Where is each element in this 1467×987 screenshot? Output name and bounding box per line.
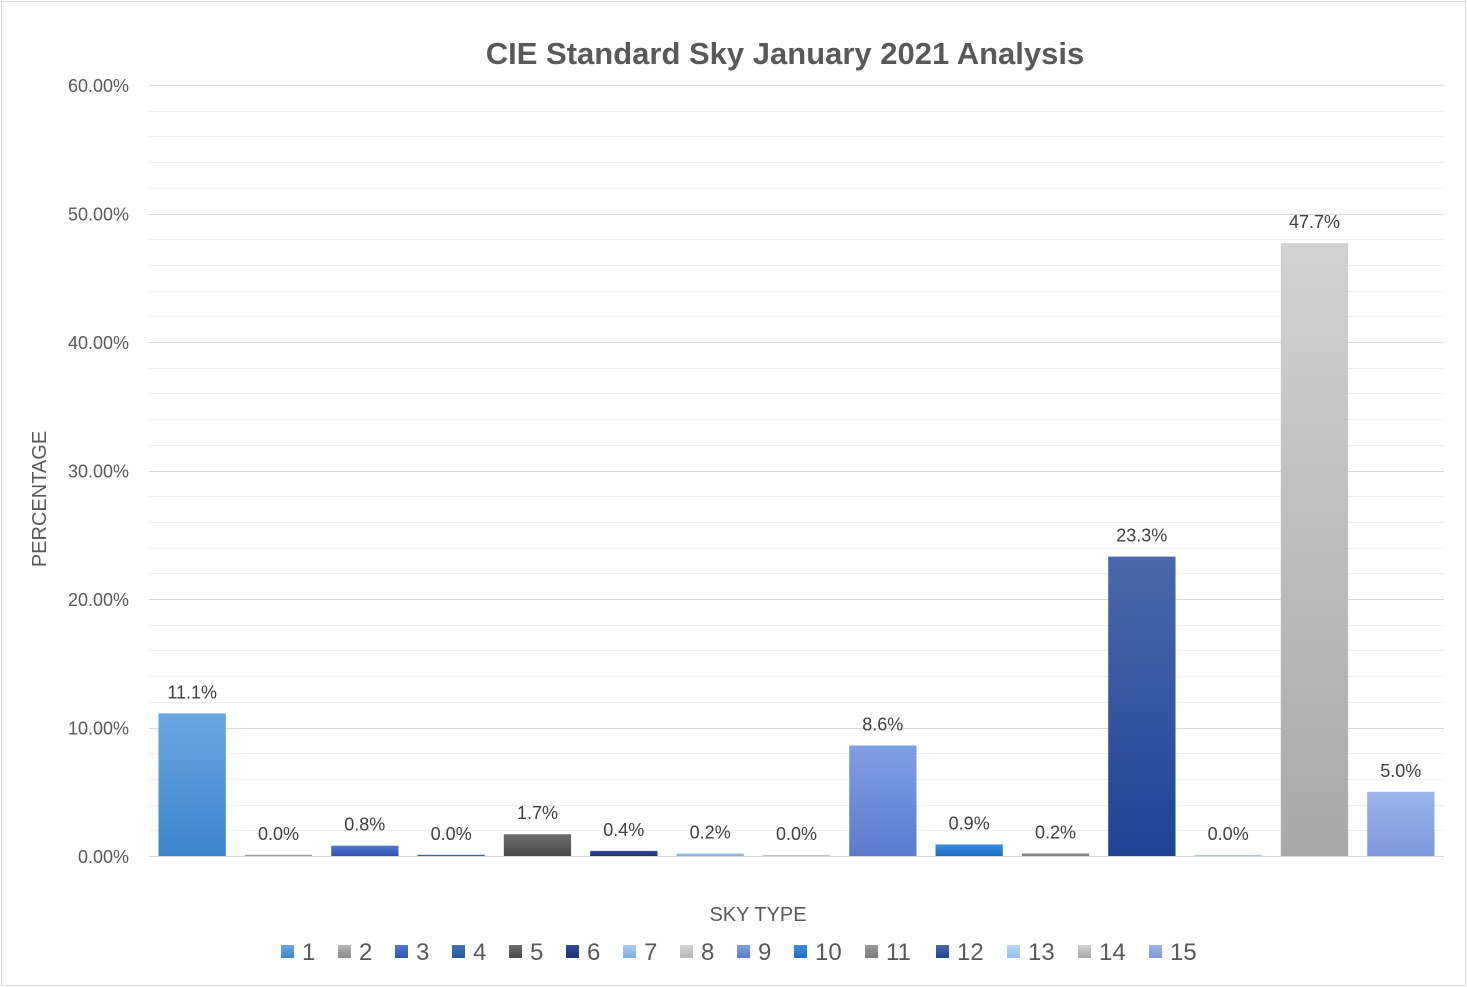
data-label: 0.0%	[776, 824, 817, 844]
y-tick-label: 20.00%	[68, 590, 129, 610]
legend-swatch	[680, 945, 693, 958]
data-label: 0.4%	[603, 820, 644, 840]
legend-label: 10	[815, 939, 842, 966]
bar-sky-type-9	[849, 745, 917, 856]
legend-item-6: 6	[566, 939, 600, 966]
legend-item-8: 8	[680, 939, 714, 966]
data-label: 8.6%	[862, 715, 903, 735]
data-label: 11.1%	[167, 682, 217, 702]
legend-item-1: 1	[281, 939, 315, 966]
legend-item-11: 11	[865, 939, 911, 966]
legend-label: 11	[886, 939, 911, 966]
legend-item-7: 7	[623, 939, 657, 966]
data-label: 5.0%	[1380, 761, 1421, 781]
bar-sky-type-5	[503, 834, 572, 856]
bar-sky-type-6	[590, 850, 658, 856]
bar-sky-type-10	[935, 844, 1003, 856]
bar-sky-type-7	[676, 853, 744, 856]
legend-label: 5	[530, 939, 543, 966]
legend-swatch	[936, 945, 949, 958]
legend-item-5: 5	[509, 939, 543, 966]
legend: 1 2 3 4 5 6 7 8 9 10 11 12 13 14 15	[281, 939, 1197, 966]
bar-sky-type-15	[1367, 791, 1435, 857]
legend-label: 14	[1099, 939, 1126, 966]
bars	[158, 243, 1435, 857]
y-tick-label: 30.00%	[68, 462, 129, 482]
legend-swatch	[737, 945, 750, 958]
y-tick-label: 10.00%	[68, 719, 129, 739]
data-label: 0.0%	[431, 824, 472, 844]
y-tick-label: 40.00%	[68, 333, 129, 353]
legend-swatch	[509, 945, 522, 958]
legend-label: 2	[359, 939, 372, 966]
legend-swatch	[566, 945, 579, 958]
legend-label: 3	[416, 939, 429, 966]
legend-swatch	[338, 945, 351, 958]
legend-item-10: 10	[794, 939, 842, 966]
legend-item-2: 2	[338, 939, 372, 966]
y-tick-label: 60.00%	[68, 76, 129, 96]
legend-swatch	[1078, 945, 1091, 958]
y-tick-label: 0.00%	[78, 847, 129, 867]
y-axis-label: PERCENTAGE	[29, 431, 51, 567]
legend-label: 6	[587, 939, 600, 966]
bar-sky-type-8	[762, 854, 831, 856]
legend-label: 13	[1028, 939, 1055, 966]
legend-label: 8	[701, 939, 714, 966]
legend-swatch	[1149, 945, 1162, 958]
bar-sky-type-14	[1280, 243, 1349, 857]
bar-sky-type-12	[1108, 556, 1176, 856]
legend-item-15: 15	[1149, 939, 1197, 966]
bar-sky-type-4	[417, 854, 485, 856]
legend-item-12: 12	[936, 939, 984, 966]
legend-item-14: 14	[1078, 939, 1126, 966]
chart-title: CIE Standard Sky January 2021 Analysis	[486, 36, 1084, 71]
legend-swatch	[281, 945, 294, 958]
data-label: 0.9%	[949, 813, 990, 833]
data-label: 1.7%	[517, 803, 558, 823]
legend-swatch	[395, 945, 408, 958]
legend-item-4: 4	[452, 939, 486, 966]
bar-sky-type-3	[331, 845, 399, 856]
legend-swatch	[865, 945, 878, 958]
data-label: 0.0%	[258, 824, 299, 844]
legend-label: 12	[957, 939, 984, 966]
data-label: 0.0%	[1208, 824, 1249, 844]
legend-label: 4	[473, 939, 486, 966]
gridlines	[149, 85, 1444, 857]
bar-sky-type-13	[1194, 854, 1262, 856]
legend-swatch	[1007, 945, 1020, 958]
data-label: 47.7%	[1289, 212, 1340, 232]
data-label: 0.8%	[344, 815, 385, 835]
x-axis-label: SKY TYPE	[709, 904, 806, 926]
legend-item-3: 3	[395, 939, 429, 966]
legend-swatch	[623, 945, 636, 958]
bar-sky-type-1	[158, 713, 226, 856]
data-label: 23.3%	[1116, 526, 1167, 546]
legend-label: 7	[644, 939, 657, 966]
data-labels: 11.1% 0.0% 0.8% 0.0% 1.7% 0.4% 0.2% 0.0% 8.6% 0.9…	[167, 212, 1421, 844]
legend-item-13: 13	[1007, 939, 1055, 966]
bar-sky-type-2	[244, 854, 313, 856]
legend-item-9: 9	[737, 939, 771, 966]
data-label: 0.2%	[1035, 822, 1076, 842]
legend-label: 9	[758, 939, 771, 966]
legend-label: 1	[302, 939, 315, 966]
bar-sky-type-11	[1021, 853, 1090, 856]
y-axis-ticks: 0.00% 10.00% 20.00% 30.00% 40.00% 50.00% 60.00…	[68, 76, 129, 867]
legend-label: 15	[1170, 939, 1197, 966]
legend-swatch	[794, 945, 807, 958]
legend-swatch	[452, 945, 465, 958]
data-label: 0.2%	[690, 822, 731, 842]
y-tick-label: 50.00%	[68, 205, 129, 225]
